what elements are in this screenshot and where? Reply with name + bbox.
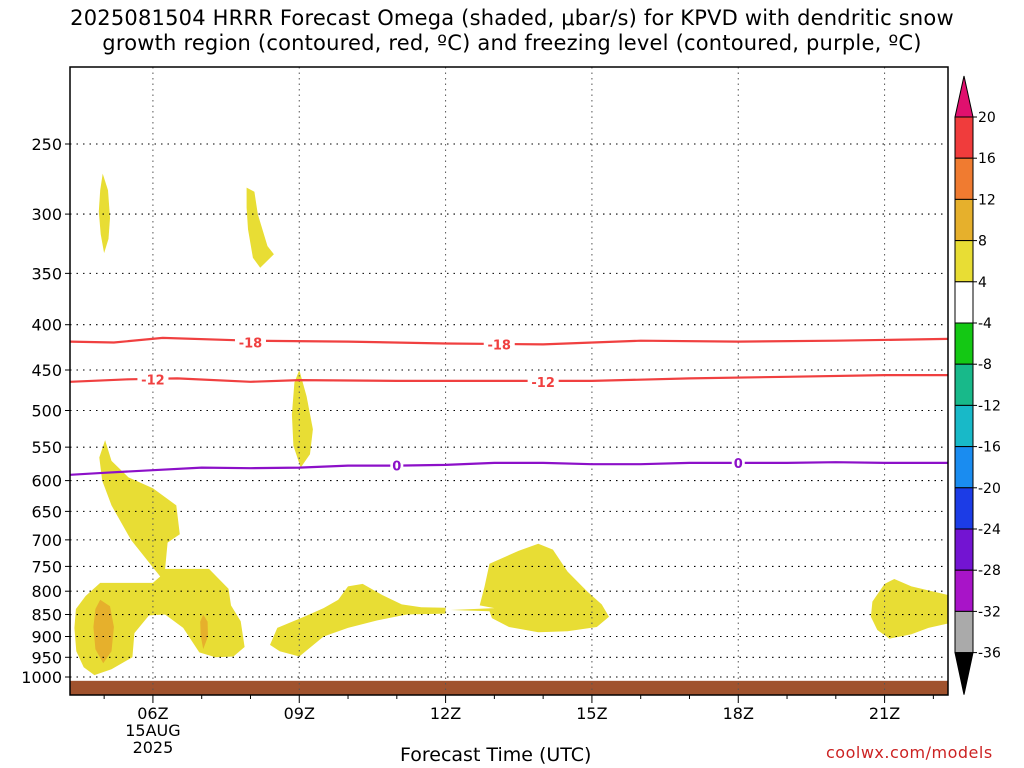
- y-tick-label: 450: [31, 361, 62, 380]
- y-tick-label: 250: [31, 135, 62, 154]
- colorbar-label: -12: [978, 398, 1001, 414]
- omega-regions: [74, 173, 948, 676]
- y-tick-label: 750: [31, 557, 62, 576]
- contour-label-bg: [483, 336, 515, 353]
- colorbar-label: -24: [978, 522, 1001, 538]
- x-tick-label: 15Z: [576, 704, 607, 723]
- x-tick-label: 06Z: [137, 704, 168, 723]
- x-tick-label: 09Z: [284, 704, 315, 723]
- omega-region: [98, 173, 110, 254]
- colorbar-top-arrow: [954, 75, 974, 118]
- colorbar-swatch: [954, 487, 974, 530]
- colorbar-label: 8: [978, 234, 987, 250]
- contour-label-bg: [234, 334, 266, 351]
- y-tick-label: 500: [31, 402, 62, 421]
- y-tick-label: 800: [31, 582, 62, 601]
- colorbar-swatch: [954, 116, 974, 159]
- colorbar-label: 20: [978, 110, 996, 126]
- colorbar-label: -16: [978, 440, 1001, 456]
- contours: [69, 336, 949, 476]
- y-tick-label: 850: [31, 606, 62, 625]
- colorbar-swatch: [954, 569, 974, 612]
- omega-region: [246, 187, 274, 268]
- ground-layer: [70, 680, 948, 695]
- y-tick-label: 900: [31, 627, 62, 646]
- y-tick-label: 650: [31, 502, 62, 521]
- colorbar-label: 4: [978, 275, 987, 291]
- colorbar-swatch: [954, 528, 974, 571]
- omega-region: [450, 543, 609, 633]
- plot-frame: [69, 66, 949, 696]
- colorbar-swatch: [954, 281, 974, 324]
- x-axis-label: Forecast Time (UTC): [400, 744, 592, 766]
- colorbar-bottom-arrow: [954, 652, 974, 695]
- contour-label-bg: [527, 373, 559, 390]
- omega-region: [200, 614, 208, 650]
- omega-region: [291, 370, 313, 468]
- contour-label-bg: [731, 454, 745, 471]
- x-tick-label: 18Z: [723, 704, 754, 723]
- y-tick-label: 600: [31, 472, 62, 491]
- colorbar-swatch: [954, 240, 974, 283]
- contour-label: -18: [487, 338, 511, 353]
- x-tick-label: 12Z: [430, 704, 461, 723]
- colorbar-swatch: [954, 610, 974, 654]
- y-tick-label: 700: [31, 531, 62, 550]
- ground-shading: [70, 680, 948, 695]
- contour-label-bg: [137, 371, 169, 388]
- contour-label: -12: [141, 373, 165, 388]
- y-tick-label: 550: [31, 438, 62, 457]
- y-tick-label: 950: [31, 648, 62, 667]
- omega-region: [270, 583, 446, 657]
- contour-label: -12: [531, 376, 555, 391]
- omega-region: [74, 440, 245, 676]
- colorbar: 20 16 12 8 4 -4 -8 -12 -16 -20 -24 -28 -32 -36: [954, 75, 1001, 695]
- omega-region: [870, 579, 948, 639]
- y-tick-label: 400: [31, 316, 62, 335]
- y-axis: 250 300 350 400 450 500 550 600 650 700 750 800 850 9…: [21, 135, 70, 687]
- watermark-link[interactable]: coolwx.com/models: [826, 743, 993, 762]
- omega-region: [93, 599, 114, 664]
- colorbar-swatch: [954, 363, 974, 406]
- contour-line: [69, 374, 948, 383]
- contour-label: 0: [734, 457, 743, 472]
- contour-label-bg: [390, 457, 404, 474]
- colorbar-swatch: [954, 446, 974, 489]
- x-date-label: 2025: [133, 738, 174, 757]
- colorbar-label: -8: [978, 357, 992, 373]
- colorbar-label: -36: [978, 646, 1001, 662]
- contour-label: -18: [239, 337, 263, 352]
- x-tick-label: 21Z: [869, 704, 900, 723]
- contour-line: [69, 336, 949, 346]
- chart-title-line-1: 2025081504 HRRR Forecast Omega (shaded, …: [70, 6, 954, 30]
- y-tick-label: 300: [31, 205, 62, 224]
- x-date-label: 15AUG: [125, 721, 180, 740]
- colorbar-label: -20: [978, 481, 1001, 497]
- chart-title-line-2: growth region (contoured, red, ºC) and f…: [102, 31, 922, 55]
- contour-labels: -18 -18 -12 -12 0 0: [137, 334, 745, 475]
- colorbar-label: -4: [978, 316, 992, 332]
- colorbar-label: -32: [978, 604, 1001, 620]
- y-tick-label: 1000: [21, 668, 62, 687]
- colorbar-label: 12: [978, 192, 996, 208]
- contour-label: 0: [392, 460, 401, 475]
- colorbar-swatch: [954, 322, 974, 365]
- colorbar-label: 16: [978, 151, 996, 167]
- colorbar-label: -28: [978, 563, 1001, 579]
- colorbar-swatch: [954, 157, 974, 200]
- contour-line: [69, 461, 948, 476]
- y-tick-label: 350: [31, 264, 62, 283]
- colorbar-swatch: [954, 198, 974, 242]
- colorbar-swatch: [954, 404, 974, 448]
